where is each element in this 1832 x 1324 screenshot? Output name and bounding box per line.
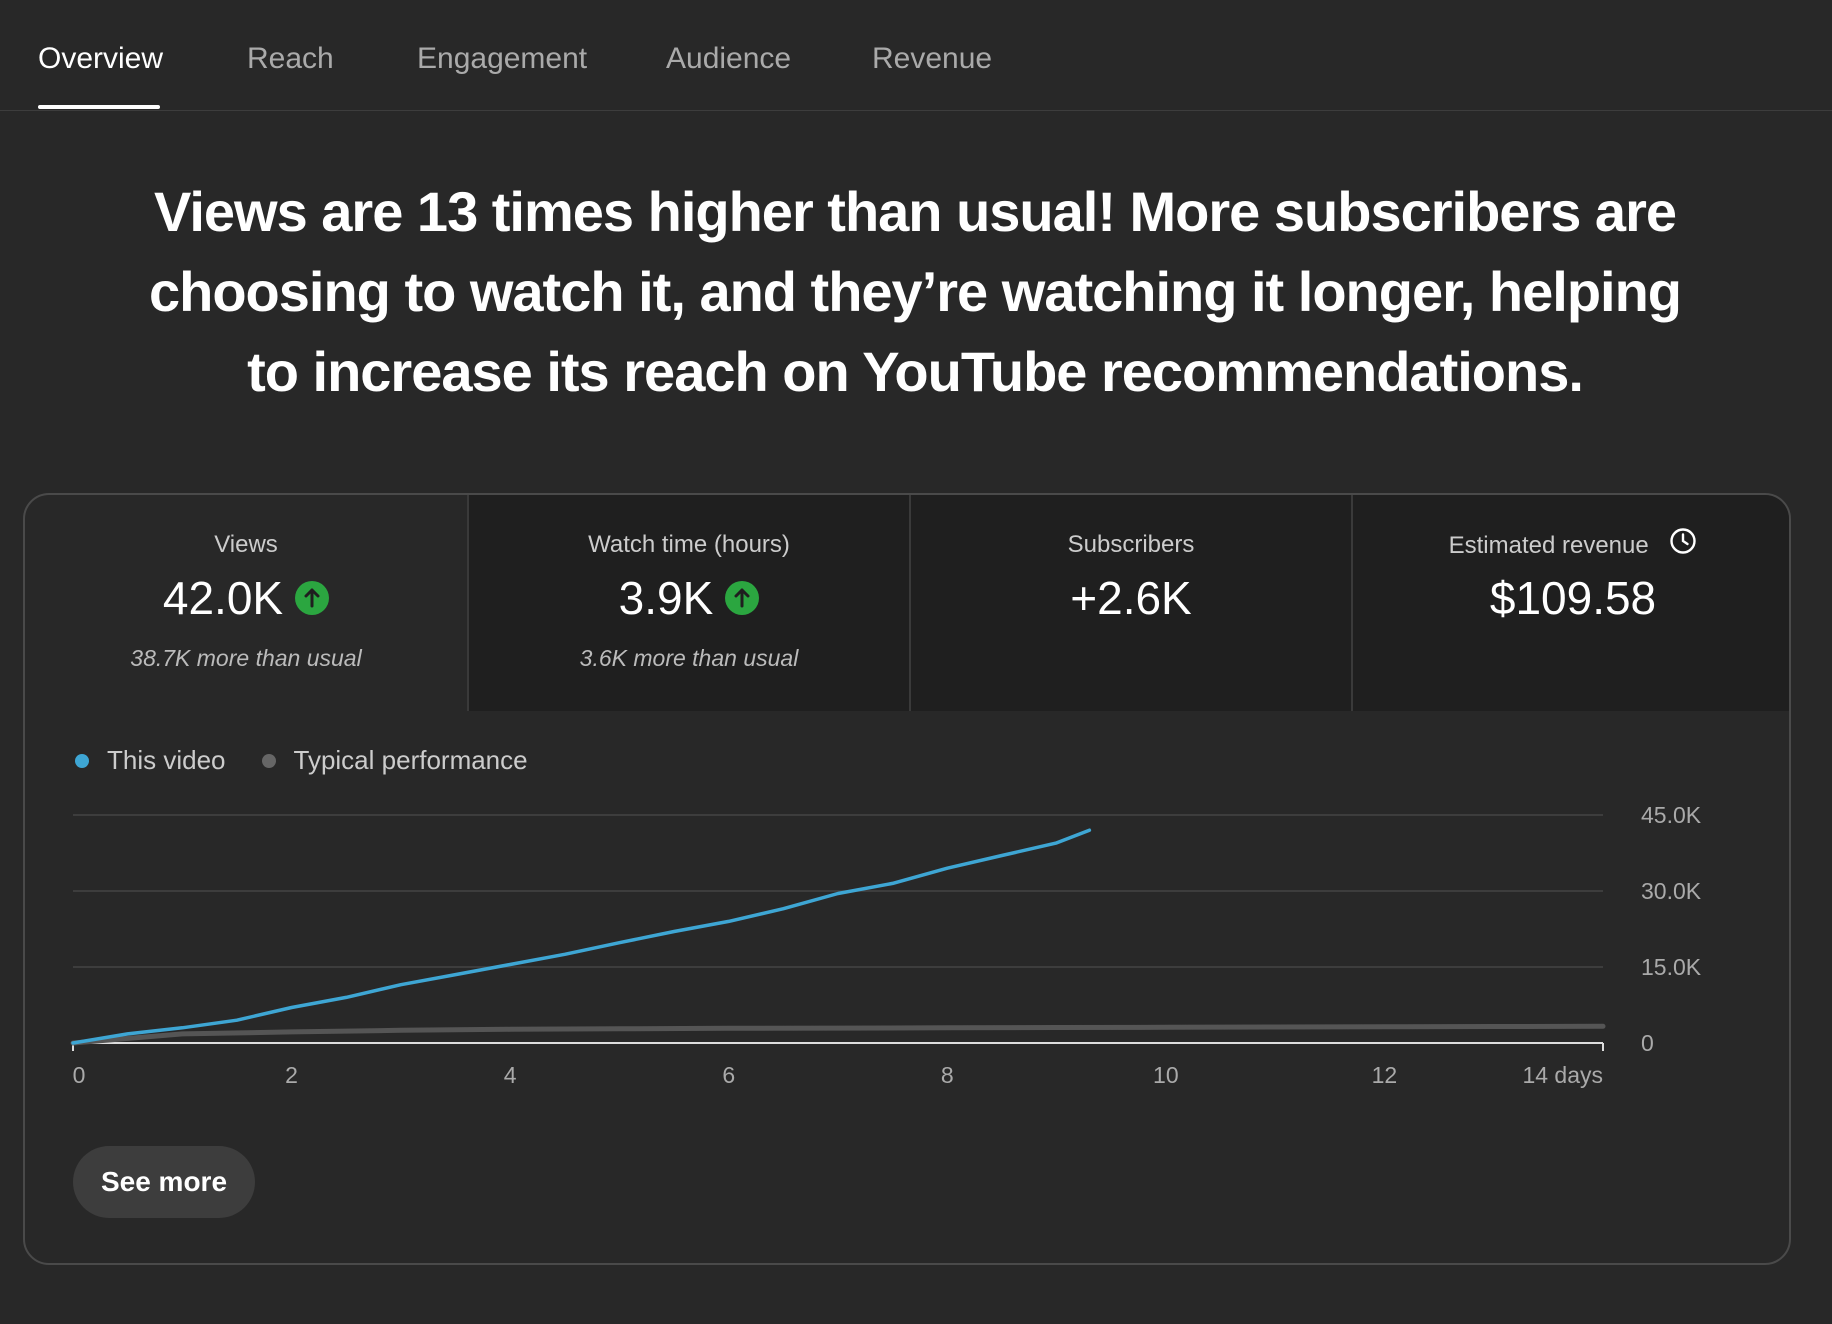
metric-label: Subscribers: [1067, 531, 1195, 558]
metric-value: 42.0K: [162, 572, 284, 624]
metric-value-row: 42.0K: [25, 570, 467, 626]
metric-value-row: +2.6K: [911, 570, 1351, 626]
metric-label-row: Estimated revenue: [1353, 528, 1789, 562]
series-line-typical-performance: [70, 1023, 1606, 1046]
metric-label: Watch time (hours): [588, 531, 790, 558]
metric-subscribers[interactable]: Subscribers +2.6K: [909, 495, 1351, 711]
metrics-card: Views 42.0K 38.7K more than usual Watch …: [23, 493, 1791, 1265]
clock-icon[interactable]: [1669, 527, 1697, 562]
metric-label: Views: [214, 531, 278, 558]
metric-value-row: 3.9K: [469, 570, 909, 626]
x-tick-label: 10: [1153, 1062, 1179, 1088]
metric-views[interactable]: Views 42.0K 38.7K more than usual: [25, 495, 467, 711]
series-line-this-video: [71, 828, 1092, 1045]
chart-legend: This video Typical performance: [75, 745, 564, 776]
metric-value: 3.9K: [618, 572, 714, 624]
legend-item-this-video[interactable]: This video: [75, 745, 226, 776]
metric-estimated-revenue[interactable]: Estimated revenue $109.58: [1351, 495, 1789, 711]
tab-revenue[interactable]: Revenue: [872, 42, 993, 75]
legend-dot-icon: [261, 753, 276, 768]
y-tick-label: 30.0K: [1641, 878, 1702, 904]
x-tick-label: 12: [1372, 1062, 1398, 1088]
tab-engagement[interactable]: Engagement: [417, 42, 588, 75]
y-tick-label: 15.0K: [1641, 954, 1702, 980]
y-tick-label: 45.0K: [1641, 802, 1702, 828]
metric-comparison: 38.7K more than usual: [130, 645, 362, 671]
arrow-up-icon: [295, 581, 330, 615]
x-tick-label: 14 days: [1522, 1062, 1603, 1088]
tab-reach[interactable]: Reach: [247, 42, 334, 75]
metric-label: Estimated revenue: [1448, 531, 1649, 559]
metric-value: +2.6K: [1070, 572, 1192, 624]
metric-watch-time[interactable]: Watch time (hours) 3.9K 3.6K more than u…: [467, 495, 909, 711]
metric-value: $109.58: [1489, 572, 1657, 624]
x-tick-label: 2: [285, 1062, 298, 1088]
y-tick-label: 0: [1641, 1030, 1654, 1056]
views-line-chart[interactable]: 45.0K 30.0K 15.0K 0 0 2 4 6 8 10 12 14 days: [25, 785, 1791, 1105]
x-tick-label: 4: [504, 1062, 517, 1088]
x-tick-label: 6: [722, 1062, 735, 1088]
legend-item-typical-performance[interactable]: Typical performance: [261, 745, 528, 776]
arrow-up-icon: [725, 581, 760, 615]
x-tick-label: 0: [73, 1062, 86, 1088]
metric-tiles: Views 42.0K 38.7K more than usual Watch …: [25, 495, 1789, 711]
tab-overview[interactable]: Overview: [38, 42, 164, 75]
tab-audience[interactable]: Audience: [666, 42, 792, 75]
active-tab-indicator: [38, 105, 160, 109]
metric-value-row: $109.58: [1353, 570, 1789, 626]
x-tick-label: 8: [941, 1062, 954, 1088]
tab-bar: Overview Reach Engagement Audience Reven…: [0, 0, 1832, 111]
legend-label: This video: [107, 745, 226, 775]
metric-comparison: 3.6K more than usual: [579, 645, 799, 671]
legend-label: Typical performance: [293, 745, 528, 775]
insight-headline: Views are 13 times higher than usual! Mo…: [149, 180, 1682, 403]
see-more-button[interactable]: See more: [73, 1146, 255, 1218]
legend-dot-icon: [75, 753, 89, 768]
